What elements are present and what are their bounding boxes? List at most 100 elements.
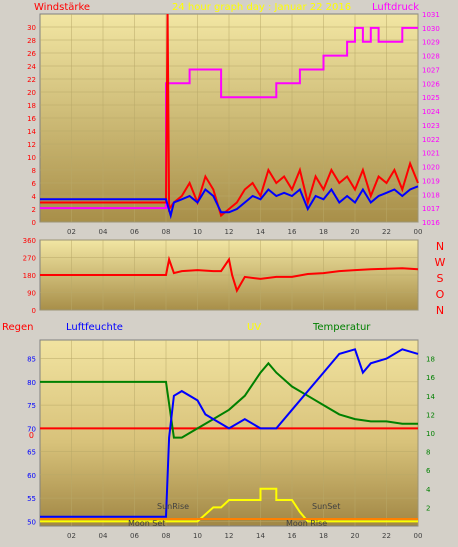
y-tick-label: 0 xyxy=(32,219,36,227)
y-tick-label-right: 4 xyxy=(426,486,431,494)
x-tick-label: 00 xyxy=(414,228,423,236)
y-tick-label-right: 1016 xyxy=(422,219,440,227)
y-tick-label: 24 xyxy=(27,63,36,71)
sunset-label: SunSet xyxy=(312,502,340,511)
y-tick-label-right: 10 xyxy=(426,430,435,438)
y-tick-label-right: 1027 xyxy=(422,66,440,74)
y-tick-label-right: 1018 xyxy=(422,191,440,199)
y-tick-label-right: 18 xyxy=(426,356,435,364)
y-tick-label: 360 xyxy=(23,237,36,245)
y-tick-label: 12 xyxy=(27,141,36,149)
x-tick-label: 10 xyxy=(193,532,202,540)
y-tick-label: 10 xyxy=(27,154,36,162)
rain-zero-label: 0 xyxy=(29,431,34,440)
y-tick-label-right: 1019 xyxy=(422,177,440,185)
x-tick-label: 08 xyxy=(162,228,171,236)
y-tick-label: 80 xyxy=(27,379,36,387)
x-tick-label: 14 xyxy=(256,228,265,236)
moon-set-label: Moon Set xyxy=(128,519,165,528)
y-tick-label: 75 xyxy=(27,402,36,410)
y-tick-label-right: 1020 xyxy=(422,164,440,172)
y-tick-label-right: 14 xyxy=(426,393,435,401)
y-tick-label-right: 1026 xyxy=(422,80,440,88)
sunrise-label: SunRise xyxy=(157,502,189,511)
x-tick-label: 10 xyxy=(193,228,202,236)
y-tick-label: 90 xyxy=(27,290,36,298)
y-tick-label-right: 1031 xyxy=(422,11,440,19)
x-tick-label: 00 xyxy=(414,532,423,540)
y-tick-label: 2 xyxy=(32,206,36,214)
y-tick-label: 18 xyxy=(27,102,36,110)
uv-label: UV xyxy=(247,322,261,333)
series-line xyxy=(40,348,419,518)
y-tick-label: 14 xyxy=(27,128,36,136)
y-tick-label-right: 1023 xyxy=(422,122,440,130)
y-tick-label: 30 xyxy=(27,24,36,32)
y-tick-label: 0 xyxy=(32,307,36,315)
y-tick-label: 60 xyxy=(27,472,36,480)
x-tick-label: 20 xyxy=(351,228,360,236)
x-tick-label: 22 xyxy=(382,532,391,540)
x-tick-label: 22 xyxy=(382,228,391,236)
y-tick-label-right: 1021 xyxy=(422,150,440,158)
graph-title: 24 hour graph day : Januar 22 2016 xyxy=(172,2,351,13)
y-tick-label-right: 1025 xyxy=(422,94,440,102)
y-tick-label-right: 8 xyxy=(426,449,430,457)
compass-direction-label: S xyxy=(437,272,444,285)
x-tick-label: 20 xyxy=(351,532,360,540)
y-tick-label-right: 16 xyxy=(426,374,435,382)
y-tick-label: 22 xyxy=(27,76,36,84)
y-tick-label: 8 xyxy=(32,167,36,175)
y-tick-label-right: 1022 xyxy=(422,136,440,144)
wind-axis-label: Windstärke xyxy=(34,2,90,13)
y-tick-label: 4 xyxy=(32,193,37,201)
y-tick-label: 16 xyxy=(27,115,36,123)
y-tick-label: 180 xyxy=(23,272,36,280)
compass-direction-label: W xyxy=(435,256,446,269)
x-tick-label: 12 xyxy=(225,228,234,236)
x-tick-label: 02 xyxy=(67,532,76,540)
series-line xyxy=(40,185,419,220)
x-tick-label: 16 xyxy=(288,532,297,540)
rain-axis-label: Regen xyxy=(2,322,34,333)
x-tick-label: 02 xyxy=(67,228,76,236)
y-tick-label-right: 1024 xyxy=(422,108,440,116)
compass-direction-label: O xyxy=(436,288,445,301)
x-tick-label: 06 xyxy=(130,228,139,236)
x-tick-label: 06 xyxy=(130,532,139,540)
y-tick-label: 26 xyxy=(27,50,36,58)
y-tick-label-right: 2 xyxy=(426,504,430,512)
y-tick-label-right: 1030 xyxy=(422,25,440,33)
moon-rise-label: Moon Rise xyxy=(286,519,327,528)
y-tick-label: 65 xyxy=(27,449,36,457)
series-line xyxy=(40,13,419,218)
series-line xyxy=(40,361,418,439)
series-line xyxy=(40,26,418,210)
y-tick-label: 20 xyxy=(27,89,36,97)
y-tick-label: 70 xyxy=(27,425,36,433)
y-tick-label: 85 xyxy=(27,356,36,364)
x-tick-label: 14 xyxy=(256,532,265,540)
y-tick-label-right: 1017 xyxy=(422,205,440,213)
compass-direction-label: N xyxy=(436,240,444,253)
y-tick-label-right: 1029 xyxy=(422,39,440,47)
y-tick-label: 50 xyxy=(27,518,36,526)
y-tick-label-right: 12 xyxy=(426,411,435,419)
humidity-label: Luftfeuchte xyxy=(66,322,123,333)
y-tick-label-right: 1028 xyxy=(422,53,440,61)
y-tick-label: 28 xyxy=(27,37,36,45)
y-tick-label-right: 6 xyxy=(426,467,431,475)
series-line xyxy=(40,255,419,294)
x-tick-label: 12 xyxy=(225,532,234,540)
x-tick-label: 08 xyxy=(162,532,171,540)
x-tick-label: 18 xyxy=(319,532,328,540)
y-tick-label: 55 xyxy=(27,495,36,503)
x-tick-label: 04 xyxy=(99,228,108,236)
compass-direction-label: N xyxy=(436,304,444,317)
y-tick-label: 270 xyxy=(23,255,36,263)
pressure-axis-label: Luftdruck xyxy=(372,2,419,13)
y-tick-label: 6 xyxy=(32,180,37,188)
x-tick-label: 18 xyxy=(319,228,328,236)
